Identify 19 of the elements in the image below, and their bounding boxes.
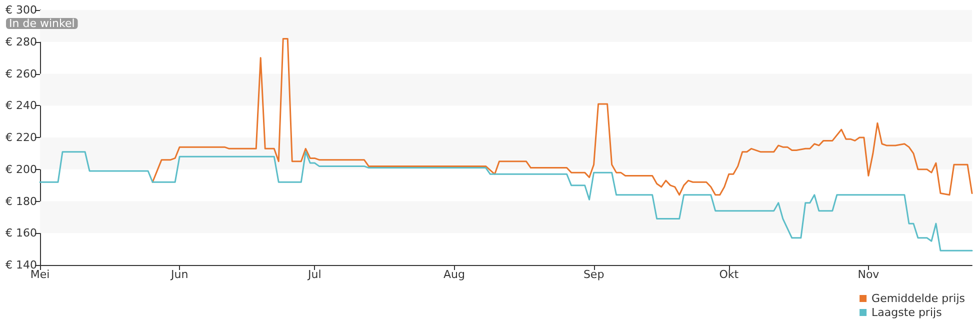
legend-label: Gemiddelde prijs [872, 292, 966, 305]
line-series [152, 38, 973, 196]
y-tick-label: € 220 [6, 131, 37, 144]
y-tick-label: € 180 [6, 194, 37, 208]
x-tick-label: Aug [443, 268, 465, 281]
y-tick-label: € 280 [6, 35, 37, 48]
annotation: In de winkel [9, 17, 75, 30]
x-tick-label: Jun [170, 268, 188, 281]
y-tick-label: € 160 [6, 226, 37, 240]
legend-label: Laagste prijs [872, 306, 942, 319]
x-tick-label: Sep [583, 268, 604, 281]
line-series [39, 151, 973, 252]
y-tick-label: € 260 [6, 67, 37, 80]
y-tick-label: € 240 [6, 99, 37, 112]
x-tick-label: Jul [307, 268, 322, 281]
y-tick-label: € 300 [6, 4, 37, 16]
y-tick-label: € 200 [6, 162, 37, 176]
x-tick-label: Nov [858, 268, 880, 281]
x-tick-label: Okt [719, 268, 740, 281]
